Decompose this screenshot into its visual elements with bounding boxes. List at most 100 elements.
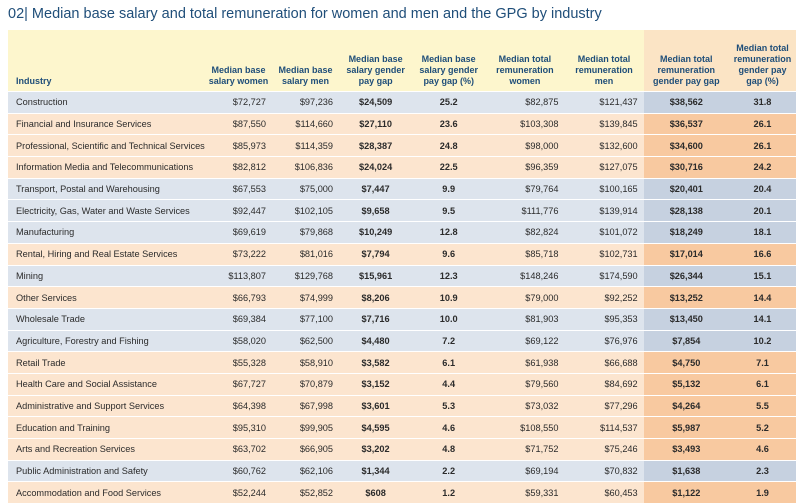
total-men-cell: $70,832 bbox=[564, 460, 643, 482]
header-base-men: Median base salary men bbox=[272, 30, 339, 92]
base-women-cell: $72,727 bbox=[205, 92, 272, 114]
total-gap-cell: $38,562 bbox=[644, 92, 729, 114]
industry-cell: Manufacturing bbox=[8, 222, 205, 244]
base-women-cell: $87,550 bbox=[205, 113, 272, 135]
base-women-cell: $67,553 bbox=[205, 178, 272, 200]
total-men-cell: $132,600 bbox=[564, 135, 643, 157]
base-women-cell: $52,244 bbox=[205, 482, 272, 503]
total-men-cell: $174,590 bbox=[564, 265, 643, 287]
base-men-cell: $74,999 bbox=[272, 287, 339, 309]
base-men-cell: $70,879 bbox=[272, 373, 339, 395]
base-gap-cell: $28,387 bbox=[339, 135, 412, 157]
base-gap-pct-cell: 23.6 bbox=[412, 113, 485, 135]
table-row: Financial and Insurance Services$87,550 $… bbox=[8, 113, 796, 135]
table-row: Accommodation and Food Services$52,244$5… bbox=[8, 482, 796, 503]
total-gap-pct-cell: 7.1 bbox=[729, 352, 796, 374]
total-women-cell: $69,194 bbox=[485, 460, 564, 482]
header-total-gap-pct: Median total remuneration gender pay gap… bbox=[729, 30, 796, 92]
industry-cell: Health Care and Social Assistance bbox=[8, 373, 205, 395]
total-men-cell: $92,252 bbox=[564, 287, 643, 309]
total-gap-pct-cell: 18.1 bbox=[729, 222, 796, 244]
table-row: Electricity, Gas, Water and Waste Servic… bbox=[8, 200, 796, 222]
total-gap-cell: $1,638 bbox=[644, 460, 729, 482]
base-gap-pct-cell: 7.2 bbox=[412, 330, 485, 352]
base-men-cell: $62,106 bbox=[272, 460, 339, 482]
total-women-cell: $73,032 bbox=[485, 395, 564, 417]
header-total-gap: Median total remuneration gender pay gap bbox=[644, 30, 729, 92]
table-row: Administrative and Support Services$64,3… bbox=[8, 395, 796, 417]
base-gap-cell: $15,961 bbox=[339, 265, 412, 287]
total-women-cell: $81,903 bbox=[485, 308, 564, 330]
total-men-cell: $114,537 bbox=[564, 417, 643, 439]
industry-cell: Transport, Postal and Warehousing bbox=[8, 178, 205, 200]
total-gap-pct-cell: 4.6 bbox=[729, 439, 796, 461]
base-gap-pct-cell: 1.2 bbox=[412, 482, 485, 503]
total-gap-cell: $3,493 bbox=[644, 439, 729, 461]
total-gap-cell: $5,132 bbox=[644, 373, 729, 395]
base-men-cell: $99,905 bbox=[272, 417, 339, 439]
table-row: Information Media and Telecommunications… bbox=[8, 157, 796, 179]
base-gap-cell: $10,249 bbox=[339, 222, 412, 244]
total-men-cell: $127,075 bbox=[564, 157, 643, 179]
base-men-cell: $129,768 bbox=[272, 265, 339, 287]
total-gap-pct-cell: 14.1 bbox=[729, 308, 796, 330]
base-men-cell: $52,852 bbox=[272, 482, 339, 503]
total-gap-pct-cell: 26.1 bbox=[729, 135, 796, 157]
total-gap-cell: $4,264 bbox=[644, 395, 729, 417]
base-gap-cell: $4,480 bbox=[339, 330, 412, 352]
industry-cell: Other Services bbox=[8, 287, 205, 309]
total-gap-cell: $18,249 bbox=[644, 222, 729, 244]
total-men-cell: $121,437 bbox=[564, 92, 643, 114]
total-gap-cell: $13,450 bbox=[644, 308, 729, 330]
total-gap-pct-cell: 16.6 bbox=[729, 243, 796, 265]
base-men-cell: $106,836 bbox=[272, 157, 339, 179]
industry-cell: Financial and Insurance Services bbox=[8, 113, 205, 135]
industry-cell: Wholesale Trade bbox=[8, 308, 205, 330]
base-gap-cell: $608 bbox=[339, 482, 412, 503]
industry-cell: Professional, Scientific and Technical S… bbox=[8, 135, 205, 157]
total-gap-pct-cell: 15.1 bbox=[729, 265, 796, 287]
base-women-cell: $85,973 bbox=[205, 135, 272, 157]
total-gap-cell: $36,537 bbox=[644, 113, 729, 135]
base-gap-pct-cell: 10.9 bbox=[412, 287, 485, 309]
industry-cell: Information Media and Telecommunications bbox=[8, 157, 205, 179]
base-women-cell: $92,447 bbox=[205, 200, 272, 222]
total-gap-pct-cell: 20.4 bbox=[729, 178, 796, 200]
total-men-cell: $76,976 bbox=[564, 330, 643, 352]
header-base-women: Median base salary women bbox=[205, 30, 272, 92]
total-gap-cell: $20,401 bbox=[644, 178, 729, 200]
base-women-cell: $69,619 bbox=[205, 222, 272, 244]
base-gap-cell: $7,794 bbox=[339, 243, 412, 265]
base-women-cell: $63,702 bbox=[205, 439, 272, 461]
base-gap-pct-cell: 6.1 bbox=[412, 352, 485, 374]
base-men-cell: $97,236 bbox=[272, 92, 339, 114]
base-gap-cell: $24,024 bbox=[339, 157, 412, 179]
base-men-cell: $79,868 bbox=[272, 222, 339, 244]
table-row: Rental, Hiring and Real Estate Services$… bbox=[8, 243, 796, 265]
total-gap-pct-cell: 2.3 bbox=[729, 460, 796, 482]
total-women-cell: $79,000 bbox=[485, 287, 564, 309]
base-men-cell: $81,016 bbox=[272, 243, 339, 265]
base-men-cell: $62,500 bbox=[272, 330, 339, 352]
base-gap-cell: $4,595 bbox=[339, 417, 412, 439]
total-women-cell: $79,560 bbox=[485, 373, 564, 395]
table-header-row: Industry Median base salary women Median… bbox=[8, 30, 796, 92]
base-women-cell: $64,398 bbox=[205, 395, 272, 417]
total-women-cell: $79,764 bbox=[485, 178, 564, 200]
base-gap-cell: $7,716 bbox=[339, 308, 412, 330]
gpg-table-container: Industry Median base salary women Median… bbox=[8, 30, 796, 503]
base-women-cell: $58,020 bbox=[205, 330, 272, 352]
total-gap-cell: $1,122 bbox=[644, 482, 729, 503]
industry-cell: Electricity, Gas, Water and Waste Servic… bbox=[8, 200, 205, 222]
base-gap-pct-cell: 9.6 bbox=[412, 243, 485, 265]
total-gap-pct-cell: 5.5 bbox=[729, 395, 796, 417]
total-women-cell: $61,938 bbox=[485, 352, 564, 374]
base-men-cell: $67,998 bbox=[272, 395, 339, 417]
total-gap-pct-cell: 6.1 bbox=[729, 373, 796, 395]
base-gap-cell: $3,152 bbox=[339, 373, 412, 395]
total-men-cell: $66,688 bbox=[564, 352, 643, 374]
gpg-table: Industry Median base salary women Median… bbox=[8, 30, 796, 503]
total-women-cell: $69,122 bbox=[485, 330, 564, 352]
industry-cell: Administrative and Support Services bbox=[8, 395, 205, 417]
base-men-cell: $66,905 bbox=[272, 439, 339, 461]
